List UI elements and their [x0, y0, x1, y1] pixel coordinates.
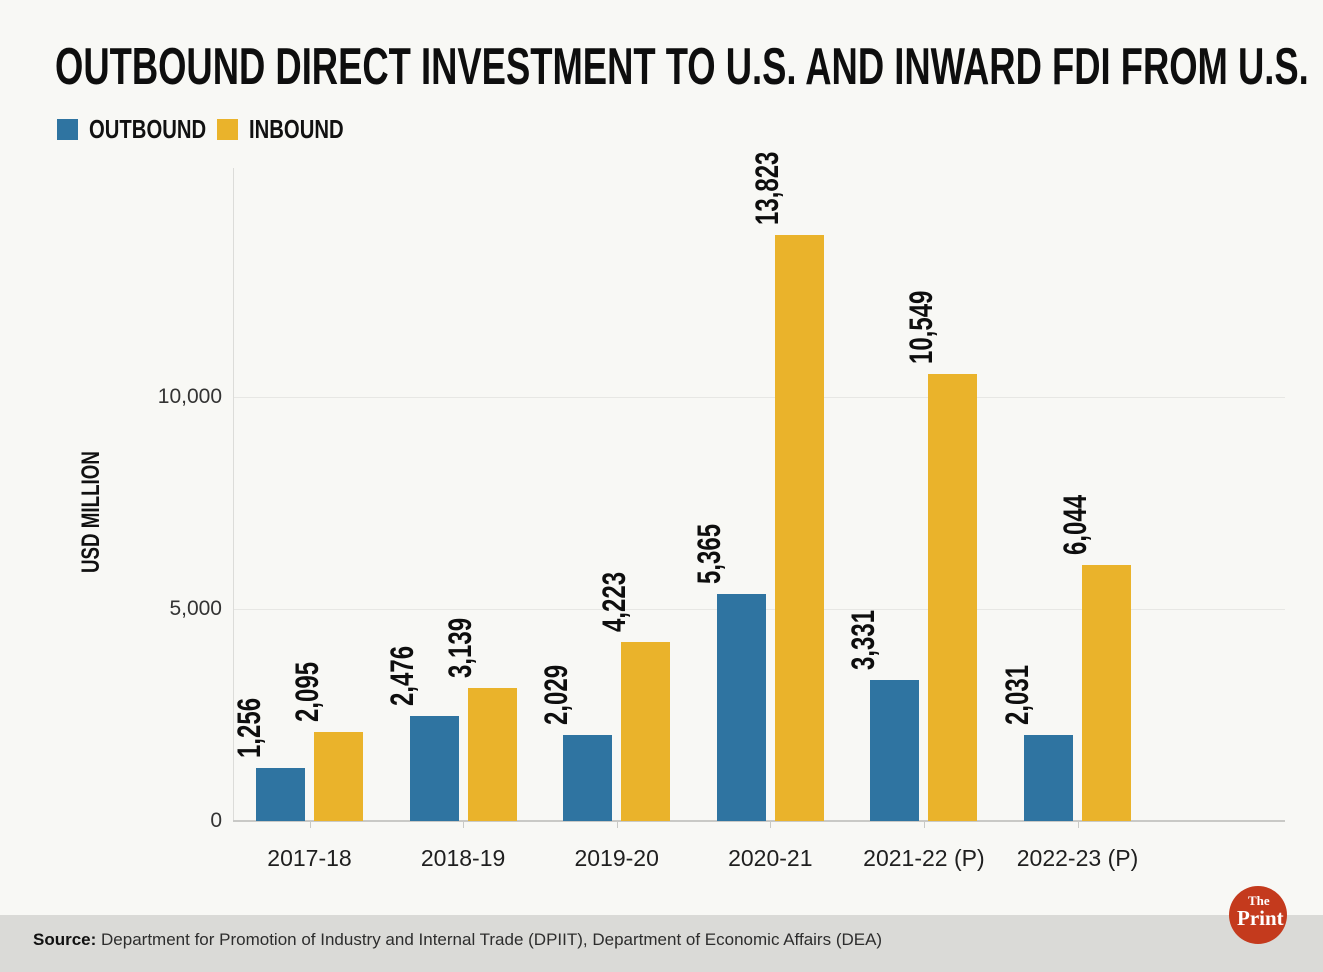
y-tick-label-10000: 10,000: [157, 385, 222, 408]
x-tick-4: [923, 822, 925, 828]
y-tick-label-5000: 5,000: [169, 597, 222, 620]
bar-value-outbound-2018-19: 2,476: [384, 645, 421, 706]
bar-value-inbound-2021-22 (P): 10,549: [902, 290, 939, 364]
bar-value-outbound-2021-22 (P): 3,331: [844, 609, 881, 670]
gridline-10000: [233, 397, 1285, 398]
y-tick-label-0: 0: [210, 809, 222, 832]
x-tick-1: [463, 822, 465, 828]
x-category-label-0: 2017-18: [267, 845, 352, 871]
x-axis-line: [233, 820, 1285, 822]
source-line: Source: Department for Promotion of Indu…: [33, 930, 882, 950]
source-label: Source:: [33, 930, 97, 949]
bar-inbound-2019-20: [621, 642, 671, 821]
x-category-label-1: 2018-19: [420, 845, 506, 871]
x-category-label-5: 2022-23 (P): [1016, 845, 1139, 871]
x-category-label-2: 2019-20: [574, 845, 659, 871]
theprint-logo-the: The: [1248, 893, 1270, 908]
x-category-label-4: 2021-22 (P): [863, 845, 985, 871]
bar-inbound-2020-21: [774, 235, 824, 821]
bar-value-outbound-2019-20: 2,029: [537, 664, 574, 725]
x-tick-5: [1077, 822, 1079, 828]
theprint-logo: The Print: [1229, 886, 1287, 944]
source-text: Department for Promotion of Industry and…: [101, 930, 883, 949]
bar-value-inbound-2022-23 (P): 6,044: [1056, 494, 1093, 555]
legend-swatch-outbound: [57, 119, 78, 140]
bar-value-inbound-2017-18: 2,095: [288, 661, 325, 722]
x-tick-0: [309, 822, 311, 828]
x-tick-3: [770, 822, 772, 828]
bar-inbound-2022-23 (P): [1082, 565, 1131, 821]
bar-value-inbound-2019-20: 4,223: [595, 571, 632, 632]
footer-bar: [0, 915, 1323, 972]
bar-value-outbound-2017-18: 1,256: [230, 697, 267, 758]
x-category-label-3: 2020-21: [728, 845, 813, 871]
bar-value-inbound-2020-21: 13,823: [749, 151, 786, 225]
theprint-logo-print: Print: [1237, 906, 1284, 930]
legend-swatch-inbound: [217, 119, 238, 140]
bar-outbound-2017-18: [256, 768, 305, 821]
y-axis-line: [233, 168, 234, 821]
x-tick-2: [616, 822, 618, 828]
legend-label-outbound: OUTBOUND: [89, 114, 207, 144]
bar-inbound-2018-19: [467, 688, 517, 821]
bar-value-outbound-2020-21: 5,365: [691, 523, 728, 584]
bar-outbound-2022-23 (P): [1024, 735, 1073, 821]
bar-outbound-2020-21: [716, 594, 766, 821]
bar-outbound-2018-19: [409, 716, 459, 821]
legend-label-inbound: INBOUND: [249, 114, 344, 144]
bar-value-inbound-2018-19: 3,139: [442, 617, 479, 678]
bar-outbound-2021-22 (P): [870, 680, 920, 821]
bar-inbound-2021-22 (P): [928, 374, 978, 821]
bar-outbound-2019-20: [563, 735, 613, 821]
bar-inbound-2017-18: [314, 732, 363, 821]
bar-value-outbound-2022-23 (P): 2,031: [998, 664, 1035, 725]
chart-title: OUTBOUND DIRECT INVESTMENT TO U.S. AND I…: [55, 38, 1309, 96]
